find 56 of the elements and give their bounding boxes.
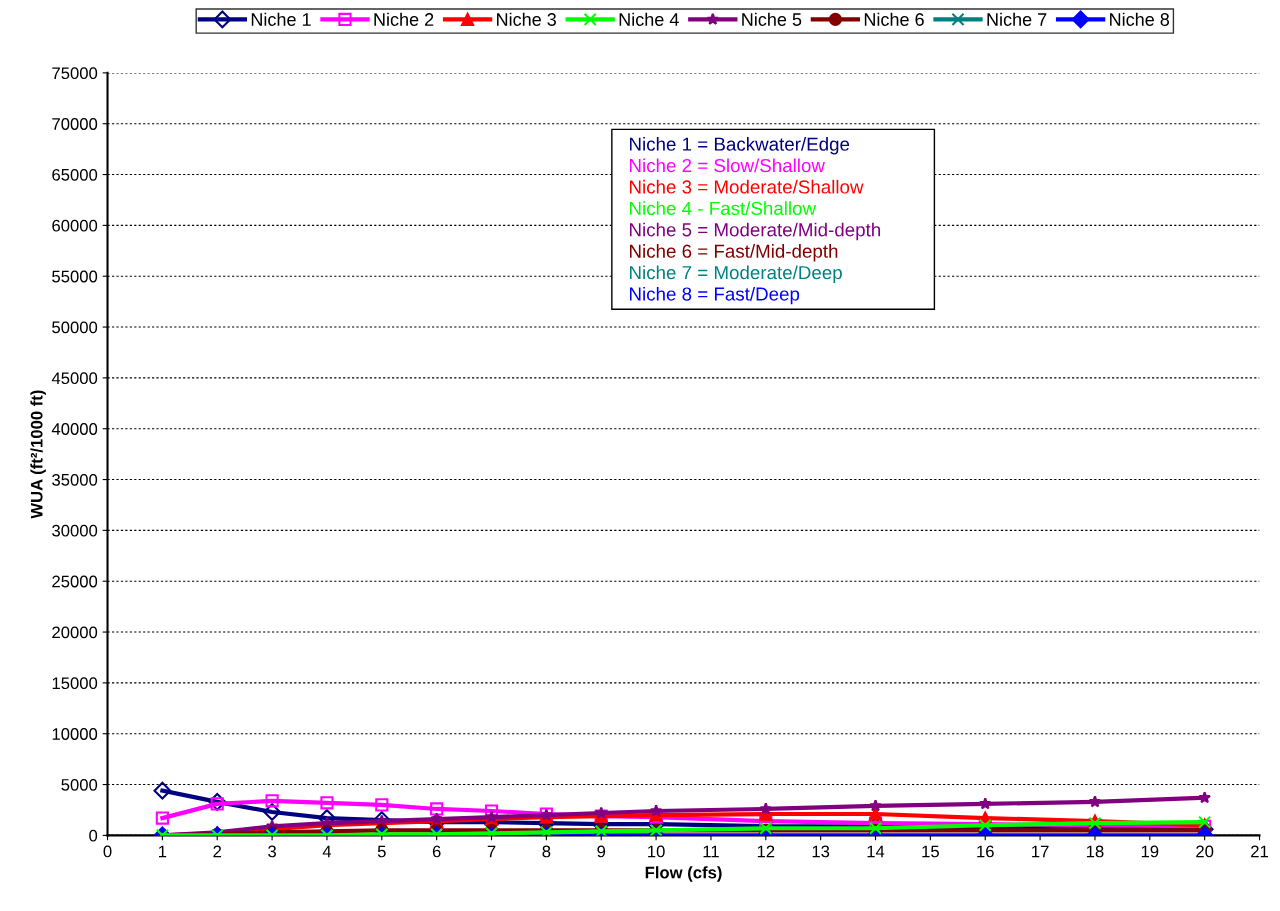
y-tick-label: 45000 bbox=[51, 372, 98, 385]
y-tick-label: 35000 bbox=[52, 473, 98, 486]
y-tick-label: 15000 bbox=[52, 677, 98, 690]
y-tick-label: 55000 bbox=[52, 270, 98, 283]
x-tick-label: 6 bbox=[432, 845, 441, 858]
x-tick-label: 8 bbox=[542, 845, 551, 858]
y-tick-label: 5000 bbox=[61, 778, 98, 791]
legend-label: Niche 6 bbox=[864, 12, 924, 26]
annotation: Niche 1 = Backwater/Edge bbox=[630, 137, 850, 155]
legend-label: Niche 2 bbox=[374, 12, 434, 26]
y-tick-label: 0 bbox=[89, 829, 98, 842]
x-tick-label: 10 bbox=[648, 845, 665, 858]
legend-label: Niche 5 bbox=[742, 12, 802, 26]
x-tick-label: 17 bbox=[1032, 845, 1049, 858]
x-tick-label: 21 bbox=[1251, 845, 1268, 858]
x-tick-label: 15 bbox=[922, 845, 939, 858]
legend-label: Niche 8 bbox=[1110, 12, 1170, 26]
legend-label: Niche 3 bbox=[497, 12, 556, 26]
x-tick-label: 12 bbox=[757, 845, 775, 858]
annotation: Niche 4 - Fast/Shallow bbox=[630, 201, 817, 216]
y-tick-label: 10000 bbox=[52, 728, 98, 740]
x-tick-label: 18 bbox=[1086, 845, 1104, 858]
x-tick-label: 2 bbox=[213, 845, 222, 858]
annotation: Niche 5 = Moderate/Mid-depth bbox=[630, 222, 880, 241]
legend-label: Niche 7 bbox=[987, 12, 1047, 26]
x-tick-label: 19 bbox=[1141, 845, 1159, 858]
y-tick-label: 20000 bbox=[52, 626, 98, 639]
annotation: Niche 6 = Fast/Mid-depth bbox=[630, 244, 838, 262]
x-tick-label: 4 bbox=[322, 845, 332, 858]
y-tick-label: 65000 bbox=[52, 168, 98, 181]
y-tick-label: 75000 bbox=[52, 67, 98, 80]
y-tick-label: 60000 bbox=[52, 219, 98, 232]
y-tick-label: 30000 bbox=[52, 524, 98, 537]
annotation: Niche 7 = Moderate/Deep bbox=[630, 265, 842, 283]
x-tick-label: 20 bbox=[1196, 845, 1214, 858]
x-tick-label: 9 bbox=[597, 845, 606, 858]
annotation: Niche 8 = Fast/Deep bbox=[630, 286, 800, 305]
x-tick-label: 5 bbox=[377, 845, 386, 858]
x-axis-title: Flow (cfs) bbox=[645, 866, 722, 882]
x-tick-label: 16 bbox=[977, 845, 994, 858]
x-tick-label: 14 bbox=[867, 845, 885, 858]
y-tick-label: 40000 bbox=[51, 423, 98, 435]
x-tick-label: 0 bbox=[103, 845, 112, 858]
x-tick-label: 13 bbox=[812, 845, 830, 858]
y-tick-label: 25000 bbox=[52, 575, 98, 588]
x-tick-label: 1 bbox=[159, 845, 167, 858]
x-tick-label: 11 bbox=[703, 845, 719, 858]
x-tick-label: 7 bbox=[487, 845, 496, 858]
annotation: Niche 3 = Moderate/Shallow bbox=[630, 179, 864, 194]
y-tick-label: 50000 bbox=[52, 321, 98, 334]
x-tick-label: 3 bbox=[268, 845, 276, 858]
y-axis-title: WUA (ft²/1000 ft) bbox=[30, 390, 46, 519]
legend-label: Niche 4 bbox=[619, 12, 679, 26]
y-tick-label: 70000 bbox=[52, 118, 98, 130]
legend-label: Niche 1 bbox=[251, 12, 311, 26]
annotation: Niche 2 = Slow/Shallow bbox=[630, 158, 825, 173]
